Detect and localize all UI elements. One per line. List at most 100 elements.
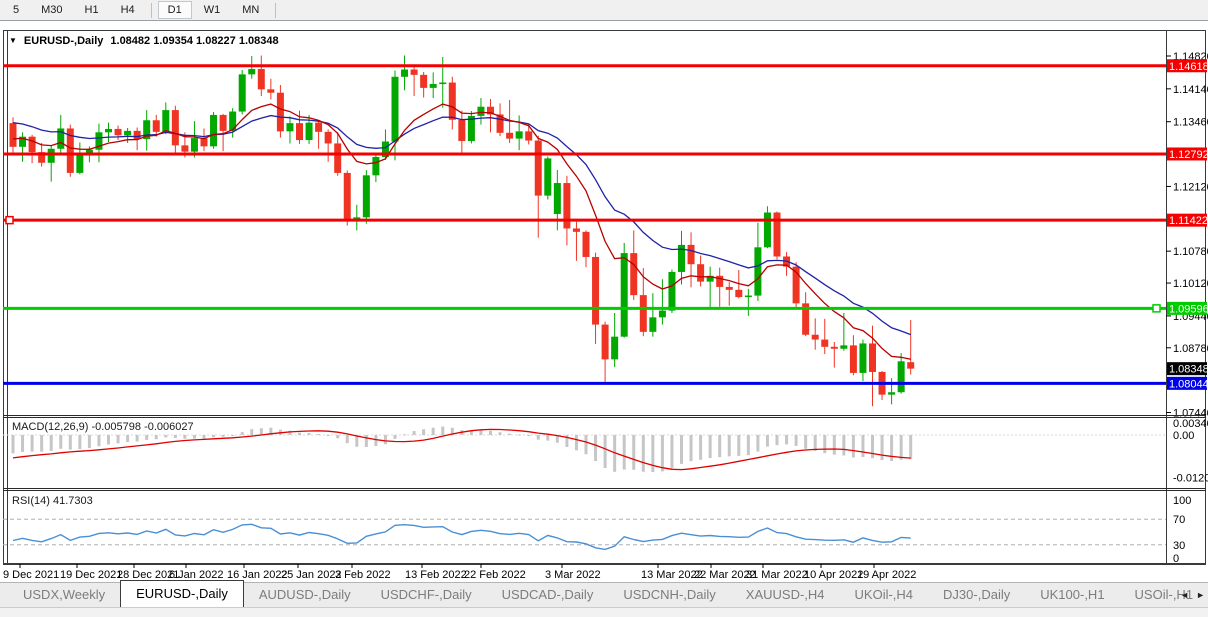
tab-scroll-arrows: ◄ ► xyxy=(1180,591,1205,600)
line-drag-handle[interactable] xyxy=(5,215,14,225)
toolbar-separator xyxy=(150,2,152,18)
ma-fast-line xyxy=(12,103,911,360)
timeframe-button-h4[interactable]: H4 xyxy=(120,4,135,16)
symbol-dropdown-icon[interactable]: ▼ xyxy=(9,36,17,45)
candle xyxy=(420,71,428,98)
candle xyxy=(372,154,380,183)
tab-scroll-right-icon[interactable]: ► xyxy=(1196,590,1205,600)
candles-layer xyxy=(9,55,915,407)
macd-axis-label: -0.012058 xyxy=(1173,472,1208,484)
chart-ohlc-values: 1.08482 1.09354 1.08227 1.08348 xyxy=(110,35,279,47)
tab-dj30-daily[interactable]: DJ30-,Daily xyxy=(943,587,1011,602)
tab-usoil-h1[interactable]: USOil-,H1 xyxy=(1134,587,1194,602)
candle xyxy=(821,318,829,355)
candle xyxy=(725,282,733,306)
date-axis-label: 19 Dec 2021 xyxy=(60,569,122,581)
price-axis-tick: 1.10120 xyxy=(1173,278,1208,290)
price-badge-1.08044: 1.08044 xyxy=(1167,376,1208,390)
candle xyxy=(219,113,227,152)
timeframe-button-5[interactable]: 5 xyxy=(13,4,20,16)
svg-text:1.12792: 1.12792 xyxy=(1169,149,1208,161)
timeframe-button-w1[interactable]: W1 xyxy=(203,4,221,16)
candle xyxy=(849,335,857,376)
timeframe-button-mn[interactable]: MN xyxy=(242,4,260,16)
candle xyxy=(248,56,256,79)
price-axis-tick: 1.14140 xyxy=(1173,84,1208,96)
candle xyxy=(802,292,810,337)
candle xyxy=(28,134,36,164)
price-badge-1.14618: 1.14618 xyxy=(1167,59,1208,73)
macd-histogram xyxy=(11,426,913,472)
rsi-axis-label: 0 xyxy=(1173,553,1179,565)
chart-symbol-title: EURUSD-,Daily xyxy=(23,35,104,47)
candle xyxy=(515,115,523,151)
candle xyxy=(76,142,84,175)
macd-axis-label: 0.003408 xyxy=(1173,418,1208,430)
svg-text:1.09596: 1.09596 xyxy=(1169,303,1208,315)
date-axis-label: 31 Mar 2022 xyxy=(746,569,808,581)
candle xyxy=(19,132,27,162)
tab-uk100-h1[interactable]: UK100-,H1 xyxy=(1040,587,1105,602)
candle xyxy=(124,127,132,143)
candle xyxy=(525,123,533,145)
candle xyxy=(859,339,867,382)
macd-signal-line xyxy=(12,428,911,471)
price-badge-1.09596: 1.09596 xyxy=(1167,301,1208,315)
candle xyxy=(716,267,724,307)
candle xyxy=(200,128,208,152)
candle xyxy=(582,230,590,268)
macd-indicator-label: MACD(12,26,9) -0.005798 -0.006027 xyxy=(12,421,194,433)
candle xyxy=(687,232,695,288)
date-axis-label: 13 Feb 2022 xyxy=(405,569,467,581)
status-strip xyxy=(0,607,1208,617)
tab-usdcad-daily[interactable]: USDCAD-,Daily xyxy=(501,587,594,602)
tab-xauusd-h4[interactable]: XAUUSD-,H4 xyxy=(745,587,825,602)
candle xyxy=(152,114,160,137)
tab-audusd-daily[interactable]: AUDUSD-,Daily xyxy=(258,587,351,602)
rsi-indicator-label: RSI(14) 41.7303 xyxy=(12,495,93,507)
timeframe-button-h1[interactable]: H1 xyxy=(84,4,99,16)
price-axis-tick: 1.10780 xyxy=(1173,246,1208,258)
date-axis-label: 3 Mar 2022 xyxy=(545,569,601,581)
candle xyxy=(830,341,838,368)
tab-scroll-left-icon[interactable]: ◄ xyxy=(1180,590,1190,600)
date-axis-label: 6 Jan 2022 xyxy=(169,569,223,581)
candle xyxy=(639,268,647,337)
tab-usdchf-daily[interactable]: USDCHF-,Daily xyxy=(380,587,472,602)
tab-usdcnh-daily[interactable]: USDCNH-,Daily xyxy=(623,587,716,602)
candle xyxy=(276,84,284,138)
chart-title-row: ▼ EURUSD-,Daily 1.08482 1.09354 1.08227 … xyxy=(9,35,279,47)
svg-text:1.08044: 1.08044 xyxy=(1169,378,1208,390)
ma-slow-line xyxy=(12,114,911,336)
tab-eurusd-daily[interactable]: EURUSD-,Daily xyxy=(120,580,244,607)
macd-axis-label: 0.00 xyxy=(1173,430,1194,442)
candle xyxy=(391,70,399,161)
price-axis-tick: 1.12120 xyxy=(1173,181,1208,193)
date-axis-label: 10 Apr 2022 xyxy=(804,569,863,581)
rsi-axis-label: 30 xyxy=(1173,540,1185,552)
candle xyxy=(57,114,65,154)
rsi-axis-label: 70 xyxy=(1173,514,1185,526)
timeframe-button-d1[interactable]: D1 xyxy=(157,1,192,19)
line-drag-handle[interactable] xyxy=(1152,304,1161,313)
candle xyxy=(754,222,762,301)
candle xyxy=(840,313,848,351)
candle xyxy=(133,127,141,151)
candle xyxy=(467,111,475,144)
candle xyxy=(544,156,552,200)
candle xyxy=(343,170,351,226)
candle xyxy=(601,321,609,383)
candle xyxy=(477,98,485,125)
candle xyxy=(448,76,456,130)
candle xyxy=(697,255,705,287)
candle xyxy=(706,266,714,308)
candle xyxy=(401,55,409,91)
candle xyxy=(592,252,600,344)
tab-ukoil-h4[interactable]: UKOil-,H4 xyxy=(854,587,914,602)
candle xyxy=(353,204,361,231)
timeframe-button-m30[interactable]: M30 xyxy=(41,4,63,16)
tab-usdx-weekly[interactable]: USDX,Weekly xyxy=(23,587,106,602)
candle xyxy=(792,262,800,309)
candle xyxy=(458,110,466,156)
